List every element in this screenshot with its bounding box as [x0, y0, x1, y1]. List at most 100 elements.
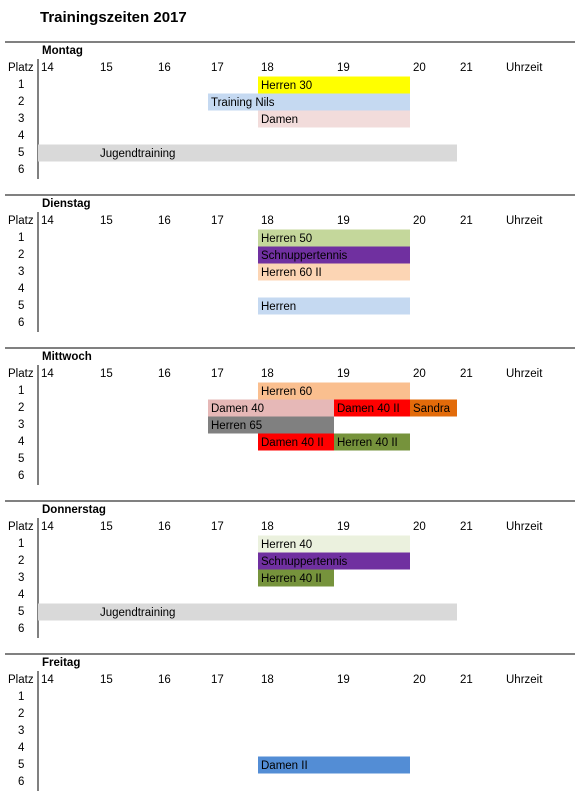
court-header: Platz [8, 674, 34, 686]
hour-label: 15 [100, 521, 113, 533]
booking-label: Damen 40 [211, 403, 264, 415]
hour-label: 17 [211, 674, 224, 686]
booking [258, 110, 410, 128]
booking [258, 246, 410, 264]
hour-label: 18 [261, 215, 274, 227]
court-number: 2 [18, 249, 24, 261]
court-number: 5 [18, 147, 24, 159]
hour-label: 17 [211, 62, 224, 74]
booking [258, 382, 410, 400]
court-number: 4 [18, 742, 25, 754]
day-name: Montag [42, 45, 83, 57]
hour-label: 14 [41, 215, 54, 227]
hour-label: 14 [41, 521, 54, 533]
booking-label: Herren 60 [261, 386, 312, 398]
booking [258, 263, 410, 281]
hour-label: 21 [460, 62, 473, 74]
hour-label: 19 [337, 368, 350, 380]
booking-label: Sandra [413, 403, 451, 415]
court-number: 4 [18, 130, 25, 142]
booking-label: Jugendtraining [100, 607, 175, 619]
court-number: 2 [18, 96, 24, 108]
hour-label: 18 [261, 368, 274, 380]
hour-label: 20 [413, 521, 426, 533]
court-number: 4 [18, 436, 25, 448]
unit-label: Uhrzeit [506, 368, 543, 380]
court-number: 5 [18, 453, 24, 465]
booking [258, 569, 334, 587]
day-name: Donnerstag [42, 504, 106, 516]
court-number: 1 [18, 691, 24, 703]
booking [258, 756, 410, 774]
booking [410, 399, 457, 417]
booking-label: Damen [261, 114, 298, 126]
booking [258, 76, 410, 94]
booking-label: Herren 60 II [261, 267, 322, 279]
booking-label: Herren [261, 301, 296, 313]
court-header: Platz [8, 62, 34, 74]
hour-label: 18 [261, 674, 274, 686]
hour-label: 19 [337, 521, 350, 533]
hour-label: 15 [100, 62, 113, 74]
hour-label: 14 [41, 674, 54, 686]
hour-label: 15 [100, 215, 113, 227]
court-number: 1 [18, 79, 24, 91]
hour-label: 15 [100, 368, 113, 380]
court-number: 6 [18, 470, 24, 482]
hour-label: 16 [158, 521, 171, 533]
booking-label: Schnuppertennis [261, 250, 348, 262]
hour-label: 14 [41, 368, 54, 380]
hour-label: 15 [100, 674, 113, 686]
hour-label: 17 [211, 215, 224, 227]
hour-label: 21 [460, 674, 473, 686]
court-number: 2 [18, 402, 24, 414]
court-number: 2 [18, 555, 24, 567]
hour-label: 17 [211, 521, 224, 533]
court-number: 3 [18, 266, 24, 278]
booking-label: Herren 40 II [261, 573, 322, 585]
booking [208, 399, 334, 417]
booking [258, 552, 410, 570]
booking [334, 399, 410, 417]
court-number: 4 [18, 283, 25, 295]
court-number: 6 [18, 776, 24, 788]
page-title: Trainingszeiten 2017 [40, 9, 187, 26]
hour-label: 21 [460, 215, 473, 227]
court-number: 6 [18, 164, 24, 176]
court-number: 5 [18, 300, 24, 312]
court-number: 3 [18, 725, 24, 737]
hour-label: 16 [158, 62, 171, 74]
booking-label: Herren 30 [261, 80, 312, 92]
booking [258, 535, 410, 553]
booking-label: Damen 40 II [261, 437, 324, 449]
hour-label: 16 [158, 368, 171, 380]
hour-label: 20 [413, 674, 426, 686]
hour-label: 19 [337, 215, 350, 227]
booking [258, 229, 410, 247]
hour-label: 20 [413, 215, 426, 227]
day-name: Dienstag [42, 198, 91, 210]
court-number: 3 [18, 419, 24, 431]
day-name: Freitag [42, 657, 80, 669]
court-number: 5 [18, 606, 24, 618]
court-number: 5 [18, 759, 24, 771]
day-name: Mittwoch [42, 351, 92, 363]
booking [208, 416, 334, 434]
hour-label: 18 [261, 521, 274, 533]
hour-label: 18 [261, 62, 274, 74]
booking-label: Damen II [261, 760, 308, 772]
booking [208, 93, 410, 111]
court-number: 1 [18, 232, 24, 244]
booking [38, 144, 457, 162]
booking-label: Herren 50 [261, 233, 312, 245]
court-number: 4 [18, 589, 25, 601]
booking [334, 433, 410, 451]
unit-label: Uhrzeit [506, 62, 543, 74]
court-number: 1 [18, 385, 24, 397]
court-number: 3 [18, 572, 24, 584]
booking-label: Herren 40 [261, 539, 312, 551]
hour-label: 21 [460, 521, 473, 533]
hour-label: 19 [337, 62, 350, 74]
court-number: 2 [18, 708, 24, 720]
